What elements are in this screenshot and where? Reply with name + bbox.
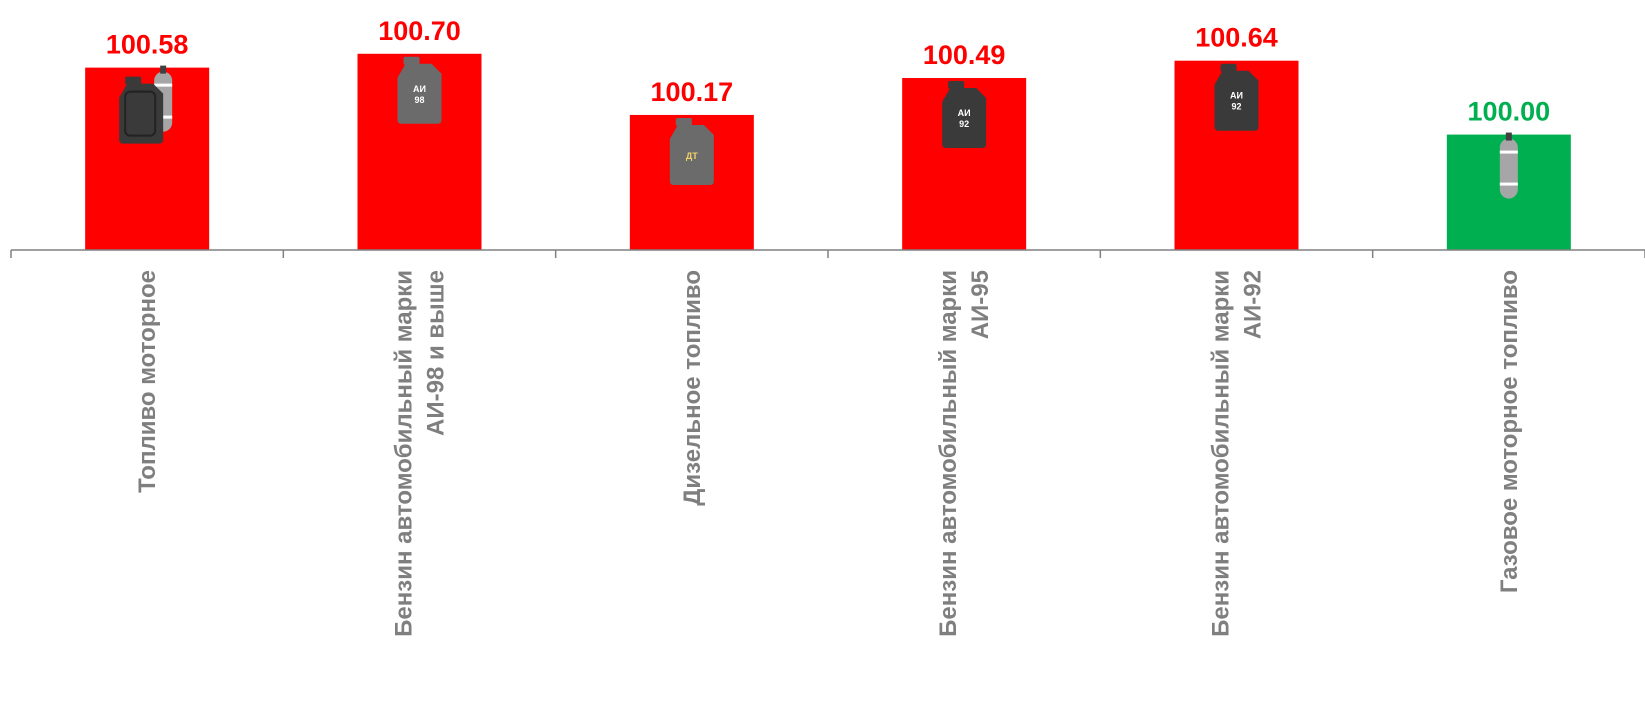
category-label: Дизельное топливо: [679, 270, 706, 506]
canister-cap: [948, 81, 965, 90]
value-label: 100.58: [106, 30, 189, 60]
category-label: АИ-98 и выше: [423, 270, 450, 436]
cylinder-body: [1499, 138, 1518, 199]
gas-cylinder-and-canister-icon: [119, 65, 173, 144]
canister-label-line2: 92: [1231, 102, 1241, 112]
category-label: Бензин автомобильный марки: [935, 270, 962, 637]
category-label: Газовое моторное топливо: [1496, 270, 1523, 593]
canister-body: [1214, 70, 1259, 131]
canister-frame: [124, 90, 157, 137]
category-label: АИ-92: [1240, 270, 1267, 339]
canister-cap: [125, 76, 142, 85]
value-labels: 100.58 100.70 100.17 100.49 100.64 100.00: [106, 16, 1550, 127]
cylinder-valve: [160, 65, 167, 74]
bars: [85, 53, 1571, 251]
gas-cylinder-icon: [1499, 132, 1518, 199]
value-label: 100.64: [1195, 23, 1278, 53]
category-labels: Топливо моторное Бензин автомобильный мар…: [134, 270, 1523, 637]
cylinder-valve: [1505, 132, 1512, 141]
canister-body: [397, 63, 442, 124]
cylinder-band: [154, 83, 173, 87]
cylinder-band: [1499, 150, 1518, 154]
canister-label-line1: АИ: [413, 84, 426, 94]
canister-body: [669, 124, 714, 185]
value-label: 100.49: [923, 40, 1006, 70]
category-label: Бензин автомобильный марки: [1208, 270, 1235, 637]
canister-cap: [1220, 63, 1237, 72]
canister-cap: [675, 117, 692, 126]
category-label: Топливо моторное: [134, 270, 161, 493]
cylinder-band: [1499, 182, 1518, 186]
canister-label-line1: АИ: [1230, 91, 1243, 101]
canister-label-line2: 98: [414, 95, 424, 105]
canister-cap: [403, 56, 420, 65]
canister-body: [942, 88, 987, 149]
category-label: АИ-95: [967, 270, 994, 339]
canister-diesel-icon: ДТ: [669, 117, 714, 185]
category-label: Бензин автомобильный марки: [391, 270, 418, 637]
value-label: 100.00: [1468, 97, 1551, 127]
value-label: 100.17: [651, 77, 734, 107]
canister-label-line2: 92: [959, 119, 969, 129]
canister-label-line1: ДТ: [686, 151, 698, 161]
canister-label-line1: АИ: [958, 108, 971, 118]
x-axis: [10, 249, 1645, 258]
canister-body: [119, 83, 164, 144]
value-label: 100.70: [378, 16, 461, 46]
